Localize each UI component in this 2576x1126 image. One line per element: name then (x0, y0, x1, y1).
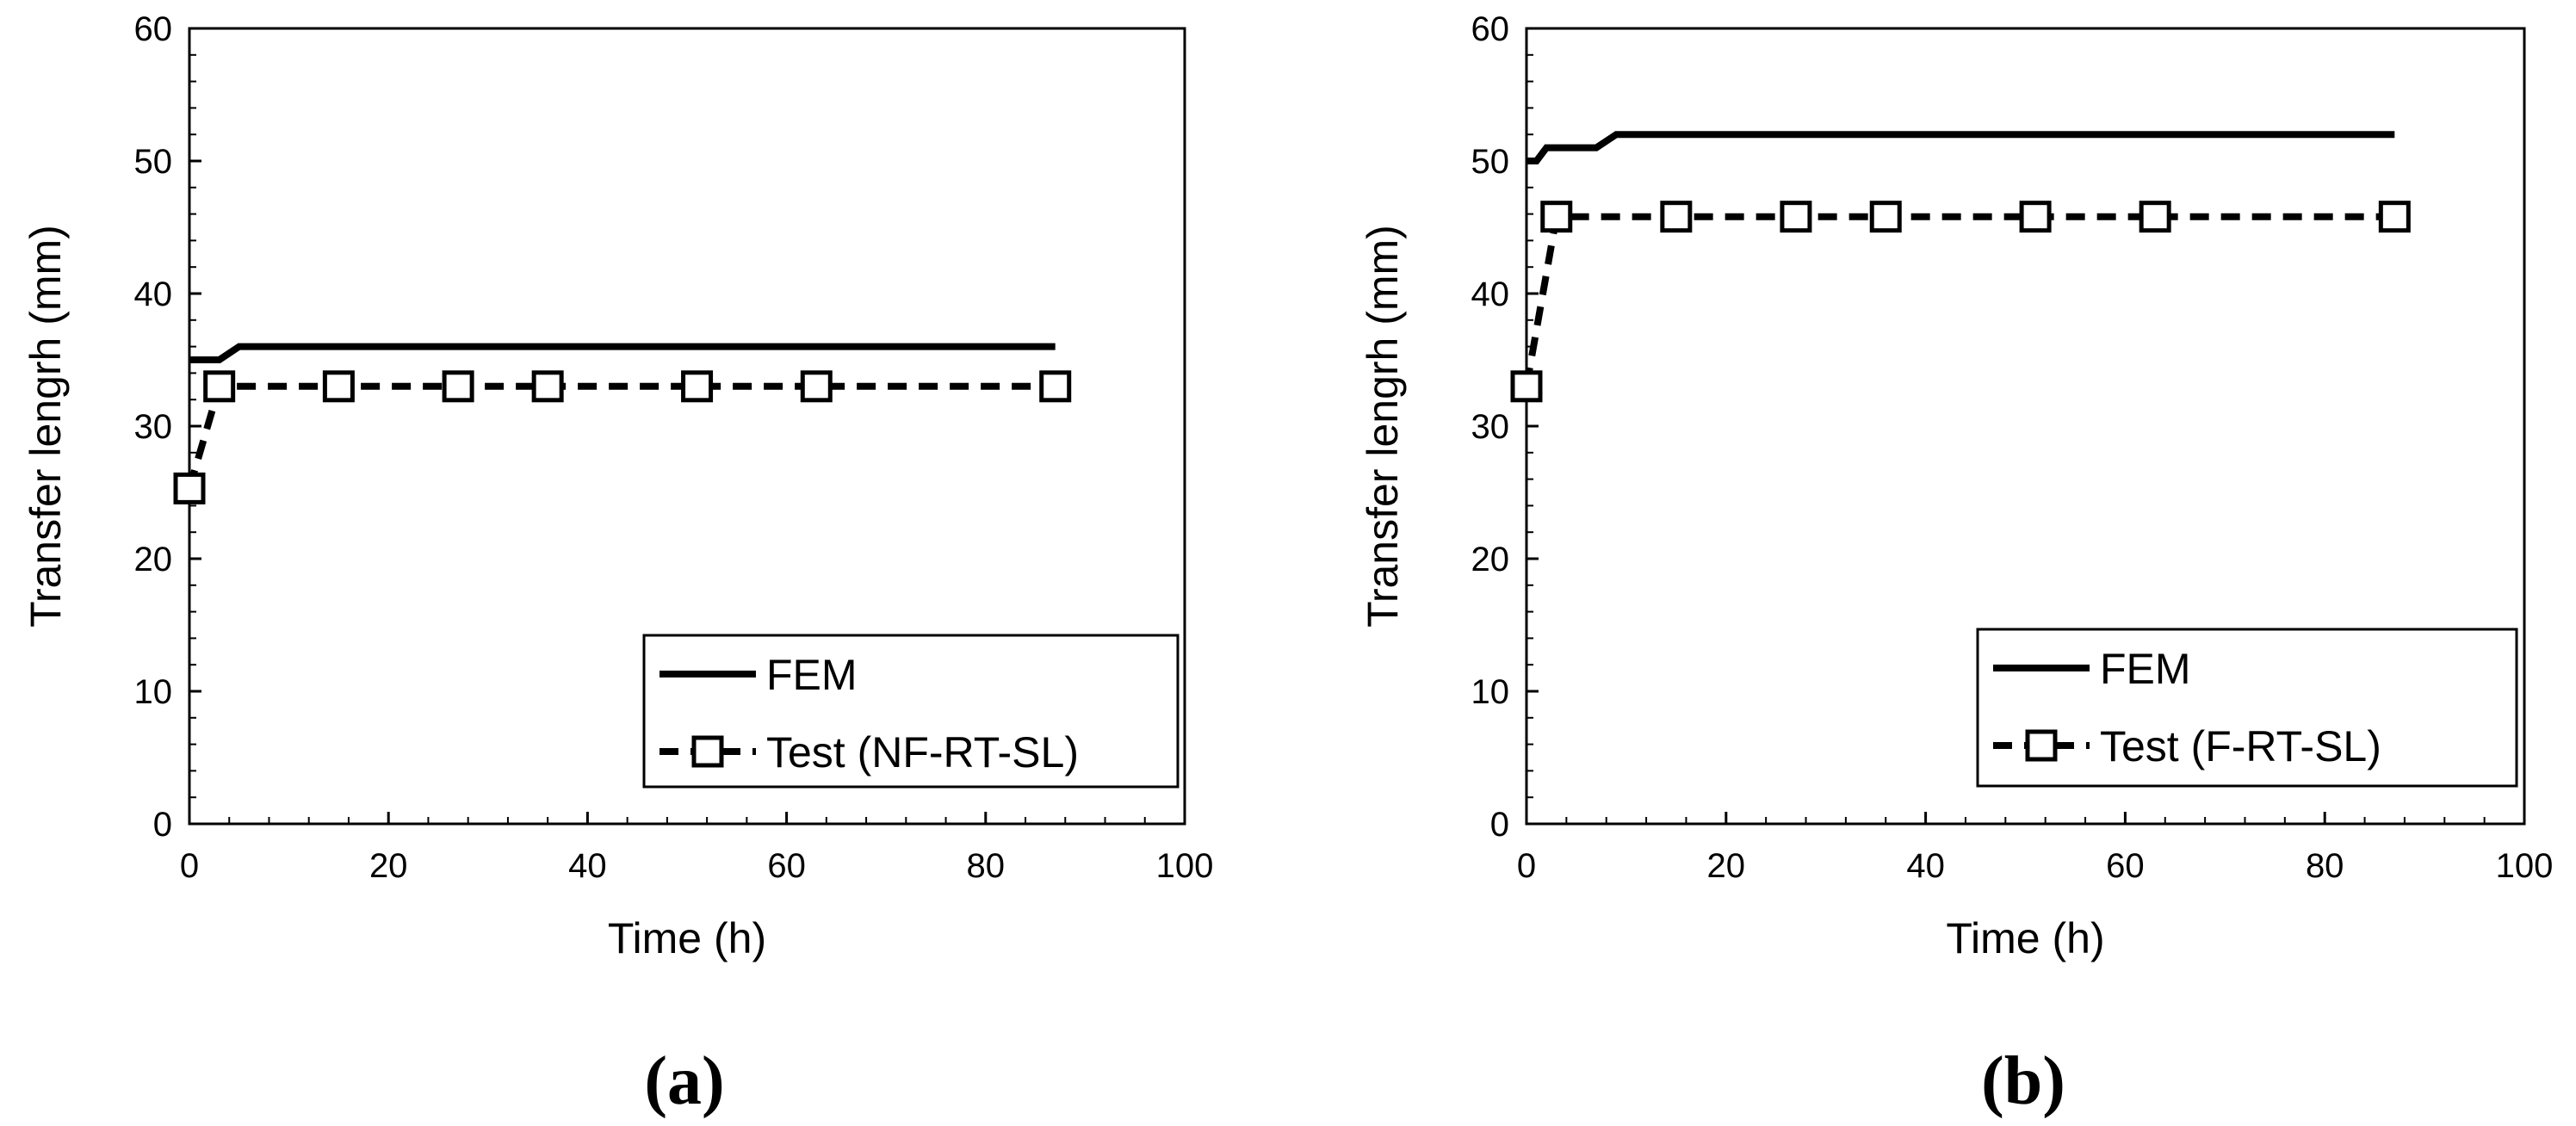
x-tick-label: 100 (1156, 847, 1214, 885)
y-tick-label: 0 (1490, 806, 1509, 844)
data-point-marker (1039, 370, 1072, 403)
legend-box (642, 634, 1180, 789)
y-tick-label: 0 (153, 806, 172, 844)
data-point-marker (442, 370, 474, 403)
data-point-marker (1869, 201, 1902, 233)
y-tick-label: 40 (134, 275, 173, 313)
y-tick-label: 60 (1471, 10, 1510, 48)
data-point-marker (1510, 370, 1543, 403)
data-point-marker (2139, 201, 2171, 233)
legend-label: FEM (766, 651, 858, 699)
y-tick-label: 50 (1471, 143, 1510, 181)
legend-swatch-marker (2025, 729, 2058, 762)
data-point-marker (681, 370, 714, 403)
x-tick-label: 80 (2306, 847, 2344, 885)
y-tick-label: 30 (134, 408, 173, 446)
data-point-marker (800, 370, 833, 403)
y-tick-label: 30 (1471, 408, 1510, 446)
legend-box (1976, 628, 2518, 788)
x-tick-label: 0 (180, 847, 199, 885)
data-point-marker (1780, 201, 1812, 233)
x-tick-label: 100 (2496, 847, 2554, 885)
panel-label: (a) (644, 1043, 724, 1119)
x-tick-label: 20 (369, 847, 408, 885)
x-tick-label: 0 (1517, 847, 1536, 885)
x-axis-title: Time (h) (1946, 914, 2104, 962)
data-point-marker (1540, 201, 1573, 233)
x-tick-label: 40 (1906, 847, 1945, 885)
data-point-marker (203, 370, 236, 403)
data-point-marker (173, 472, 206, 504)
y-axis-title: Transfer lengrh (mm) (22, 225, 70, 628)
x-tick-label: 80 (967, 847, 1006, 885)
y-tick-label: 40 (1471, 275, 1510, 313)
data-point-marker (1660, 201, 1693, 233)
x-tick-label: 20 (1707, 847, 1746, 885)
chart-panel-2: 0 10 20 30 40 50 60 0 20 40 60 80 100 Time (h) Transfe… (1359, 10, 2553, 1119)
data-point-marker (2019, 201, 2052, 233)
y-tick-label: 20 (1471, 541, 1510, 578)
y-tick-label: 10 (134, 673, 173, 711)
x-axis-title: Time (h) (608, 914, 766, 962)
x-tick-label: 60 (2106, 847, 2145, 885)
series-line-1 (1526, 131, 2395, 164)
y-tick-label: 60 (134, 10, 173, 48)
data-point-marker (322, 370, 355, 403)
y-tick-label: 50 (134, 143, 173, 181)
legend-label: FEM (2100, 645, 2191, 693)
y-axis-title: Transfer lengrh (mm) (1359, 225, 1407, 628)
y-tick-label: 20 (134, 541, 173, 578)
series-line-1 (189, 343, 1056, 363)
legend-label: Test (F-RT-SL) (2100, 722, 2381, 770)
legend-label: Test (NF-RT-SL) (766, 728, 1079, 776)
chart-panel-1: 0 10 20 30 40 50 60 0 20 40 60 80 100 Time (h) Transfe… (22, 10, 1213, 1119)
data-point-marker (2378, 201, 2411, 233)
data-point-marker (531, 370, 564, 403)
series-line-2 (186, 382, 1056, 490)
x-tick-label: 40 (568, 847, 607, 885)
x-tick-label: 60 (767, 847, 806, 885)
panel-label: (b) (1981, 1043, 2065, 1119)
series-line-2 (1523, 213, 2395, 387)
legend-swatch-marker (691, 735, 724, 768)
y-tick-label: 10 (1471, 673, 1510, 711)
